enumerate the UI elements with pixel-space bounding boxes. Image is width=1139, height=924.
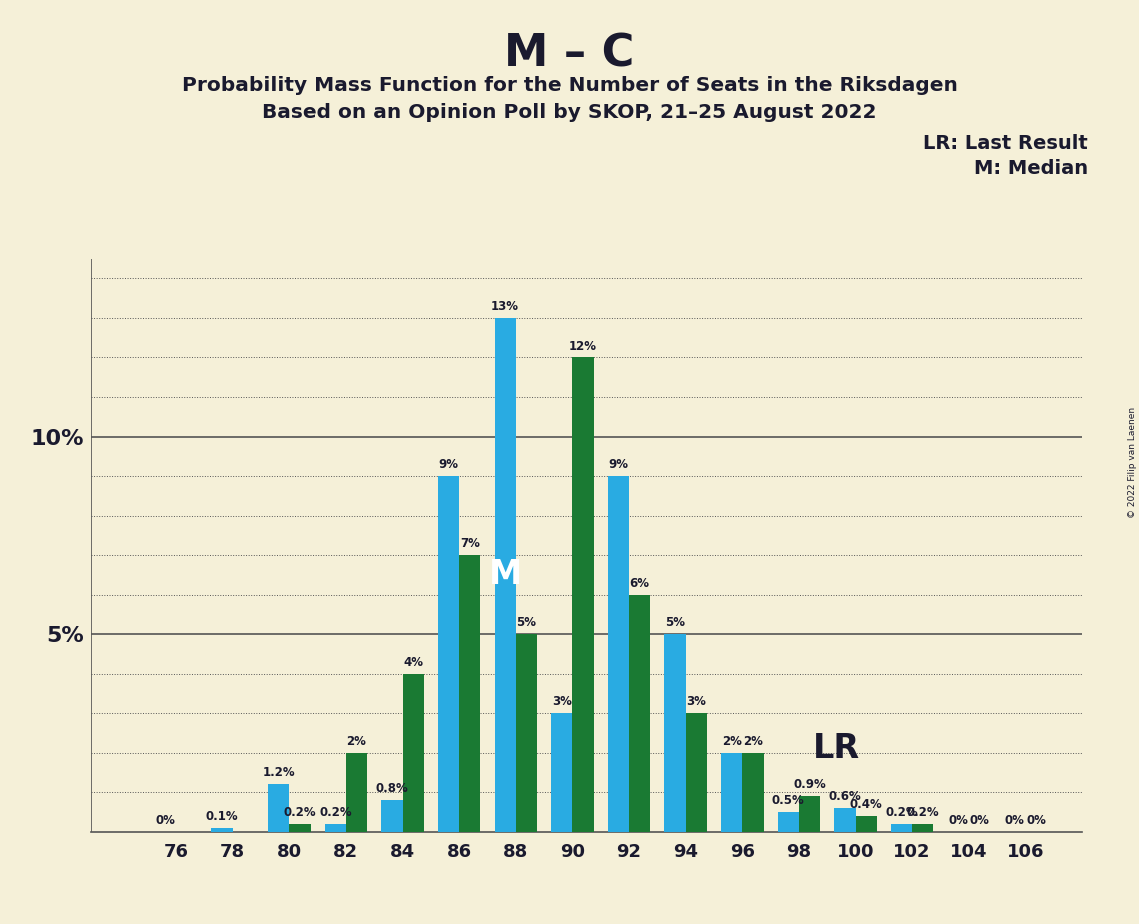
Text: LR: Last Result: LR: Last Result [923, 134, 1088, 153]
Text: 5%: 5% [516, 616, 536, 629]
Bar [912, 823, 933, 832]
Text: 3%: 3% [687, 696, 706, 709]
Bar [664, 634, 686, 832]
Text: Probability Mass Function for the Number of Seats in the Riksdagen: Probability Mass Function for the Number… [181, 76, 958, 95]
Bar [325, 823, 346, 832]
Text: LR: LR [813, 732, 860, 765]
Text: 0%: 0% [1026, 814, 1046, 827]
Text: 12%: 12% [570, 340, 597, 353]
Text: 3%: 3% [552, 696, 572, 709]
Bar [834, 808, 855, 832]
Bar [346, 752, 367, 832]
Text: M: Median: M: Median [974, 159, 1088, 178]
Bar [382, 800, 402, 832]
Bar [855, 816, 877, 832]
Bar [437, 476, 459, 832]
Bar [686, 713, 707, 832]
Bar [608, 476, 629, 832]
Bar [494, 318, 516, 832]
Text: 0%: 0% [156, 814, 175, 827]
Bar [798, 796, 820, 832]
Text: 0.2%: 0.2% [284, 806, 317, 819]
Bar [289, 823, 311, 832]
Text: 2%: 2% [743, 735, 763, 748]
Bar [459, 555, 481, 832]
Text: 5%: 5% [665, 616, 685, 629]
Text: 0.6%: 0.6% [828, 790, 861, 803]
Text: 0.2%: 0.2% [907, 806, 940, 819]
Bar [743, 752, 763, 832]
Text: 0.8%: 0.8% [376, 783, 408, 796]
Text: 4%: 4% [403, 656, 424, 669]
Text: M – C: M – C [505, 32, 634, 76]
Text: M: M [489, 558, 522, 591]
Text: 6%: 6% [630, 577, 649, 590]
Text: 7%: 7% [460, 537, 480, 551]
Bar [573, 358, 593, 832]
Text: 0.5%: 0.5% [772, 794, 804, 807]
Text: 0%: 0% [1005, 814, 1025, 827]
Text: 0.4%: 0.4% [850, 798, 883, 811]
Text: 0.1%: 0.1% [206, 810, 238, 823]
Text: 13%: 13% [491, 300, 519, 313]
Text: 1.2%: 1.2% [262, 766, 295, 780]
Bar [778, 812, 798, 832]
Bar [551, 713, 573, 832]
Bar [629, 594, 650, 832]
Bar [402, 674, 424, 832]
Text: 2%: 2% [346, 735, 367, 748]
Text: 9%: 9% [608, 458, 629, 471]
Bar [891, 823, 912, 832]
Text: Based on an Opinion Poll by SKOP, 21–25 August 2022: Based on an Opinion Poll by SKOP, 21–25 … [262, 103, 877, 123]
Bar [268, 784, 289, 832]
Text: 0.2%: 0.2% [319, 806, 352, 819]
Text: 0%: 0% [969, 814, 990, 827]
Bar [212, 828, 232, 832]
Text: 9%: 9% [439, 458, 459, 471]
Bar [721, 752, 743, 832]
Text: 0.2%: 0.2% [885, 806, 918, 819]
Text: 0%: 0% [949, 814, 968, 827]
Text: 0.9%: 0.9% [793, 778, 826, 791]
Text: © 2022 Filip van Laenen: © 2022 Filip van Laenen [1128, 407, 1137, 517]
Text: 2%: 2% [722, 735, 741, 748]
Bar [516, 634, 536, 832]
